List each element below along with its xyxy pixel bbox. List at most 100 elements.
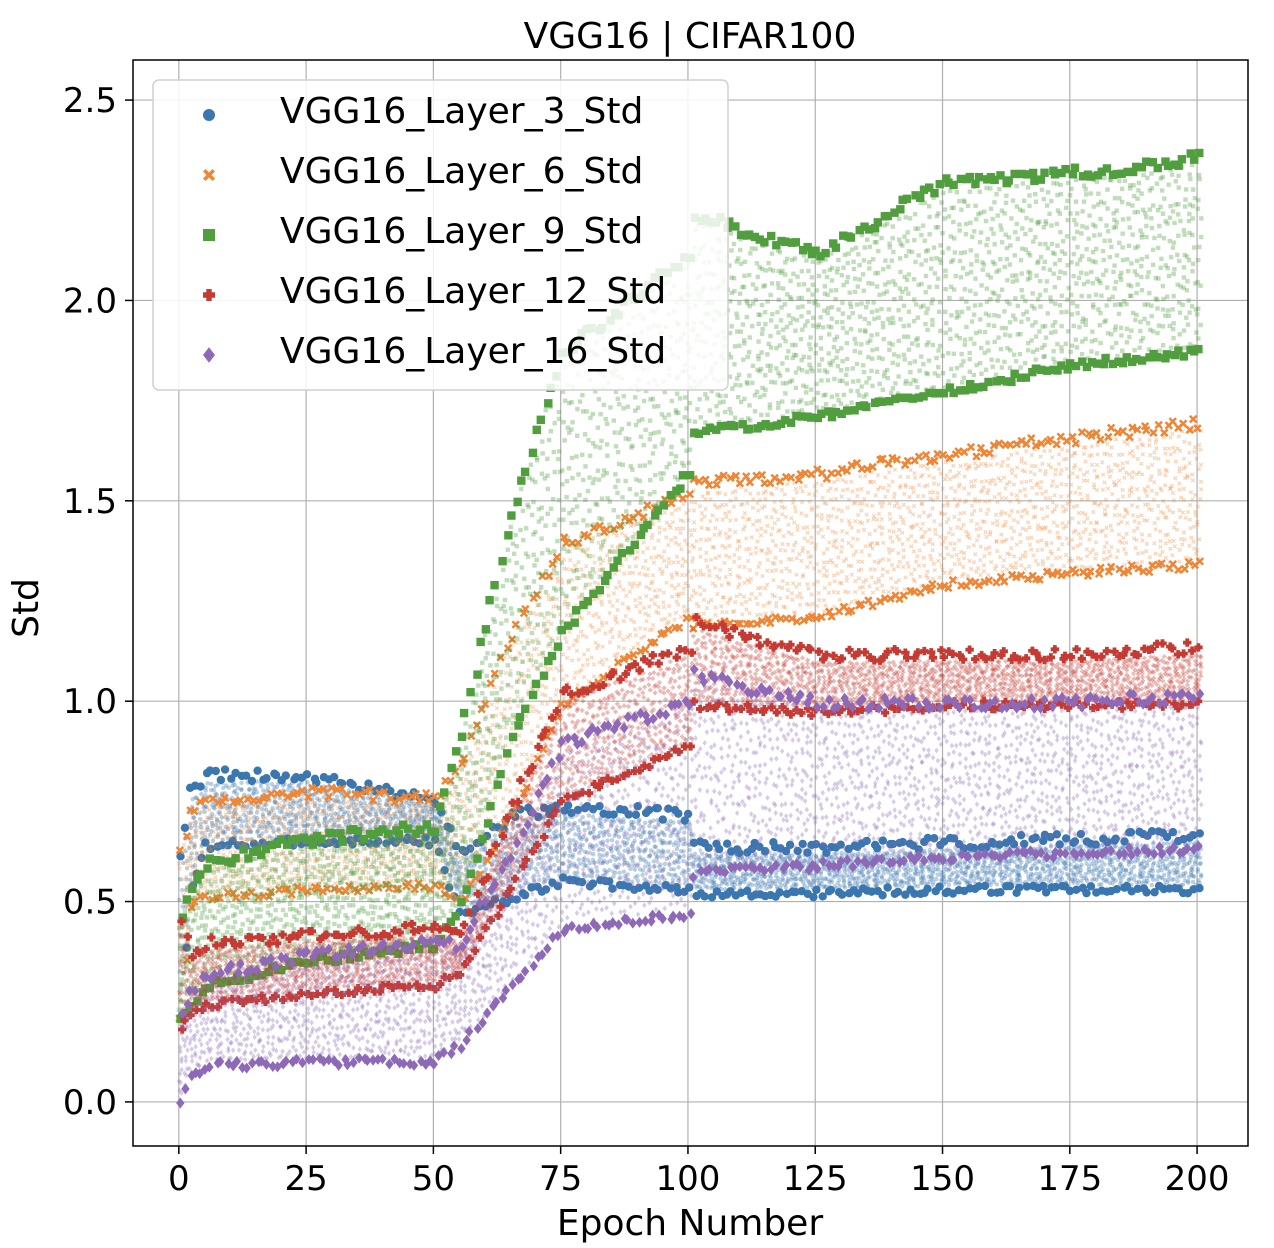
data-point <box>241 812 247 817</box>
data-point <box>463 791 469 796</box>
data-point <box>1192 859 1198 864</box>
data-point <box>200 850 205 855</box>
data-point <box>200 830 205 836</box>
data-point <box>289 870 294 875</box>
data-point <box>697 884 703 890</box>
data-point <box>184 887 189 893</box>
data-point <box>627 564 632 569</box>
data-point <box>607 599 612 604</box>
data-point <box>555 576 560 581</box>
data-point <box>592 560 597 565</box>
data-point <box>233 825 238 830</box>
data-point <box>666 542 671 548</box>
data-point <box>656 538 661 543</box>
data-point <box>197 811 202 816</box>
data-point <box>718 876 723 881</box>
data-point <box>578 861 583 867</box>
data-point <box>269 782 275 787</box>
data-point <box>855 879 860 885</box>
data-point <box>203 803 208 809</box>
data-point <box>221 852 226 857</box>
data-point <box>479 765 484 770</box>
data-point <box>605 584 611 590</box>
data-point <box>254 883 260 889</box>
data-point <box>809 892 818 902</box>
data-point <box>698 592 703 597</box>
data-point <box>1052 865 1057 870</box>
data-point <box>656 604 661 610</box>
series-VGG16_Layer_3_Std <box>176 765 1204 1020</box>
data-point <box>637 609 643 615</box>
data-point <box>552 869 558 874</box>
data-point <box>652 545 657 551</box>
data-point <box>660 848 665 853</box>
data-point <box>203 820 208 825</box>
data-point <box>617 870 622 875</box>
data-point <box>619 531 625 536</box>
data-point <box>955 873 961 878</box>
data-point <box>227 805 233 811</box>
data-point <box>691 520 697 525</box>
data-point <box>1037 871 1043 876</box>
data-point <box>724 502 729 508</box>
data-point <box>548 666 554 672</box>
data-point <box>201 838 210 847</box>
data-point <box>681 853 687 859</box>
data-point <box>573 670 578 675</box>
data-point <box>1112 884 1121 894</box>
data-point <box>503 761 509 767</box>
data-point <box>518 640 524 645</box>
data-point <box>672 617 677 622</box>
data-point <box>239 787 244 792</box>
data-point <box>657 525 662 530</box>
data-point <box>936 867 941 872</box>
data-point <box>1105 867 1111 873</box>
data-point <box>1155 873 1161 879</box>
data-point <box>209 815 214 821</box>
data-point <box>677 542 682 547</box>
data-point <box>203 785 208 790</box>
data-point <box>551 676 557 682</box>
data-point <box>231 789 237 795</box>
data-point <box>254 873 260 879</box>
data-point <box>809 852 814 857</box>
data-point <box>465 844 475 853</box>
data-point <box>326 848 332 853</box>
data-point <box>632 597 638 603</box>
data-point <box>669 572 674 577</box>
data-point <box>713 584 718 589</box>
data-point <box>867 874 872 880</box>
data-point <box>1150 866 1155 871</box>
data-point <box>616 644 622 650</box>
data-point <box>238 874 244 879</box>
data-point <box>463 777 469 782</box>
data-point <box>702 588 707 593</box>
data-point <box>802 857 808 863</box>
data-point <box>502 725 508 730</box>
data-point <box>529 653 534 658</box>
data-point <box>872 843 882 853</box>
data-point <box>707 573 712 578</box>
data-points <box>175 148 1205 1109</box>
data-point <box>575 870 580 875</box>
data-point <box>826 885 836 895</box>
data-point <box>627 827 632 832</box>
data-point <box>232 788 238 794</box>
data-point <box>839 850 844 856</box>
data-point <box>552 862 557 868</box>
data-point <box>230 815 235 820</box>
data-point <box>215 826 220 831</box>
data-point <box>632 627 638 632</box>
data-point <box>262 774 271 783</box>
data-point <box>652 844 657 849</box>
data-point <box>680 591 686 596</box>
data-point <box>623 557 629 562</box>
data-point <box>433 862 438 867</box>
data-point <box>667 612 673 618</box>
data-point <box>220 765 230 774</box>
data-point <box>657 530 662 535</box>
data-point <box>643 558 648 564</box>
data-point <box>737 592 743 597</box>
data-point <box>631 619 637 625</box>
